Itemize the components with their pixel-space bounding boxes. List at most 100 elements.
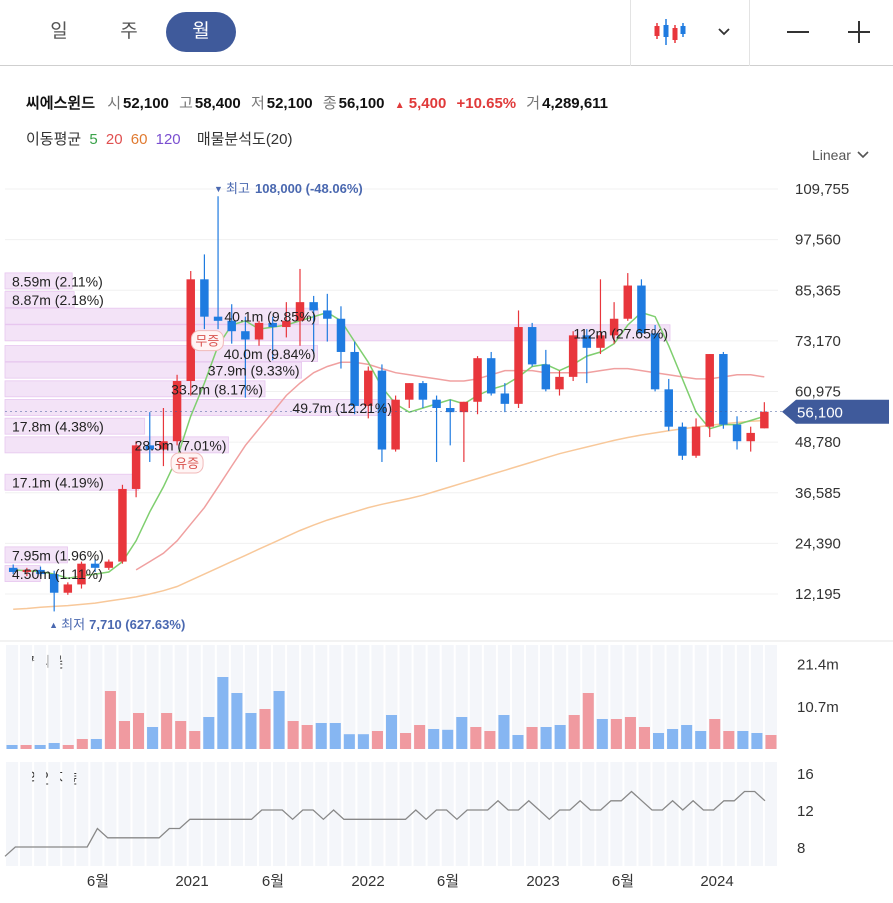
- tab-week[interactable]: 주: [120, 21, 138, 42]
- chart-type-button[interactable]: [648, 12, 692, 52]
- holding-bg-stripe: [6, 762, 19, 866]
- candle-body: [719, 354, 728, 425]
- volume-bg-stripe: [455, 645, 468, 749]
- volume-bar: [610, 719, 622, 749]
- volume-bg-stripe: [610, 645, 623, 749]
- event-tag-label: 유증: [175, 456, 199, 471]
- chevron-down-icon: [718, 28, 730, 36]
- volume-bg-stripe: [399, 645, 412, 749]
- holding-bg-stripe: [90, 762, 103, 866]
- zoom-out-button[interactable]: [778, 12, 818, 52]
- candle-body: [596, 335, 605, 348]
- volume-bg-stripe: [6, 645, 19, 749]
- volume-panel-label: 거래량: [26, 654, 68, 671]
- indicator-legend[interactable]: 이동평균 5 20 60 120 매물분석도(20): [26, 128, 297, 149]
- volume-bar: [512, 735, 524, 749]
- volume-bg-stripe: [750, 645, 763, 749]
- holding-bg-stripe: [132, 762, 145, 866]
- tab-day[interactable]: 일: [50, 21, 68, 42]
- volume-tick-label: 10.7m: [797, 699, 839, 716]
- x-tick-label: 2024: [700, 873, 733, 890]
- volume-bg-stripe: [62, 645, 75, 749]
- volume-profile-label: 17.1m (4.19%): [12, 475, 104, 491]
- candle-body: [405, 383, 414, 400]
- candle: [691, 418, 701, 458]
- last-price-badge: [782, 399, 889, 424]
- volume-bg-stripe: [34, 645, 47, 749]
- candle: [473, 356, 482, 415]
- candle-body: [364, 370, 373, 406]
- chart-type-dropdown[interactable]: [710, 12, 738, 52]
- holding-bg-stripe: [202, 762, 215, 866]
- holding-bg-stripe: [34, 762, 47, 866]
- candle: [186, 271, 195, 396]
- price-tick-label: 36,585: [795, 485, 841, 502]
- volume-bar: [189, 731, 201, 749]
- volume-bar: [498, 715, 510, 749]
- candle-body: [445, 408, 455, 413]
- volume-bar: [175, 721, 187, 749]
- volume-bar: [48, 743, 60, 749]
- candle-body: [746, 432, 755, 442]
- volume-bar: [62, 745, 74, 749]
- volume-bar: [737, 731, 749, 749]
- event-tag-bg: [170, 452, 204, 474]
- candle-body: [691, 426, 701, 456]
- zoom-in-button[interactable]: [839, 12, 879, 52]
- candle-body: [514, 327, 523, 404]
- candle: [732, 416, 742, 450]
- volume-profile-bar: [4, 546, 68, 564]
- price-tick-label: 60,975: [795, 384, 841, 401]
- volume-bar: [428, 729, 440, 749]
- candle: [486, 351, 496, 396]
- scale-selector[interactable]: Linear: [812, 147, 869, 163]
- event-tag-label: 무증: [195, 334, 219, 349]
- volume-bg-stripe: [315, 645, 328, 749]
- volume-bar: [751, 733, 763, 749]
- volume-bg-stripe: [497, 645, 510, 749]
- volume-bg-stripe: [483, 645, 496, 749]
- volume-profile-bar: [4, 345, 318, 362]
- x-tick-label: 2021: [175, 873, 208, 890]
- volume-bg-stripe: [568, 645, 581, 749]
- foreign-holding-line: [4, 790, 766, 857]
- holding-bg-stripe: [483, 762, 496, 866]
- holding-bg-stripe: [104, 762, 117, 866]
- volume-bg-stripe: [188, 645, 201, 749]
- candle-body: [582, 335, 592, 348]
- volume-profile-label: 112m (27.65%): [573, 325, 668, 341]
- candle-body: [459, 401, 469, 413]
- volume-bar: [400, 733, 412, 749]
- low-marker-label: 최저: [61, 617, 85, 632]
- ma-60: 60: [130, 131, 148, 148]
- open-value: 52,100: [123, 95, 169, 112]
- price-tick-label: 85,365: [795, 282, 841, 299]
- x-tick-label: 6월: [612, 873, 634, 890]
- volume-bg-stripe: [638, 645, 651, 749]
- candle: [104, 559, 114, 570]
- volume-profile-label: 37.9m (9.33%): [208, 363, 300, 379]
- volume-bar: [442, 729, 454, 749]
- candle-body: [732, 424, 742, 442]
- volume-bar: [231, 693, 243, 749]
- last-price-value: 56,100: [797, 405, 843, 422]
- volume-bg-stripe: [722, 645, 735, 749]
- volume-bg-stripe: [666, 645, 679, 749]
- tab-month[interactable]: 월: [166, 12, 236, 52]
- candle: [760, 402, 769, 429]
- ma-5: 5: [89, 131, 98, 148]
- volume-bg-stripe: [441, 645, 454, 749]
- holding-bg-stripe: [526, 762, 539, 866]
- x-tick-label: 6월: [437, 873, 459, 890]
- candle: [405, 383, 414, 409]
- candle-body: [705, 354, 714, 427]
- volume-bg-stripe: [146, 645, 159, 749]
- volume-bar: [147, 727, 159, 749]
- candle-body: [49, 574, 59, 593]
- candle-body: [131, 445, 141, 489]
- candle-body: [336, 318, 346, 352]
- volume-bar: [582, 693, 594, 749]
- toolbar-divider: [749, 0, 750, 66]
- low-marker-value: 7,710 (627.63%): [89, 617, 185, 632]
- volume-bg-stripe: [680, 645, 693, 749]
